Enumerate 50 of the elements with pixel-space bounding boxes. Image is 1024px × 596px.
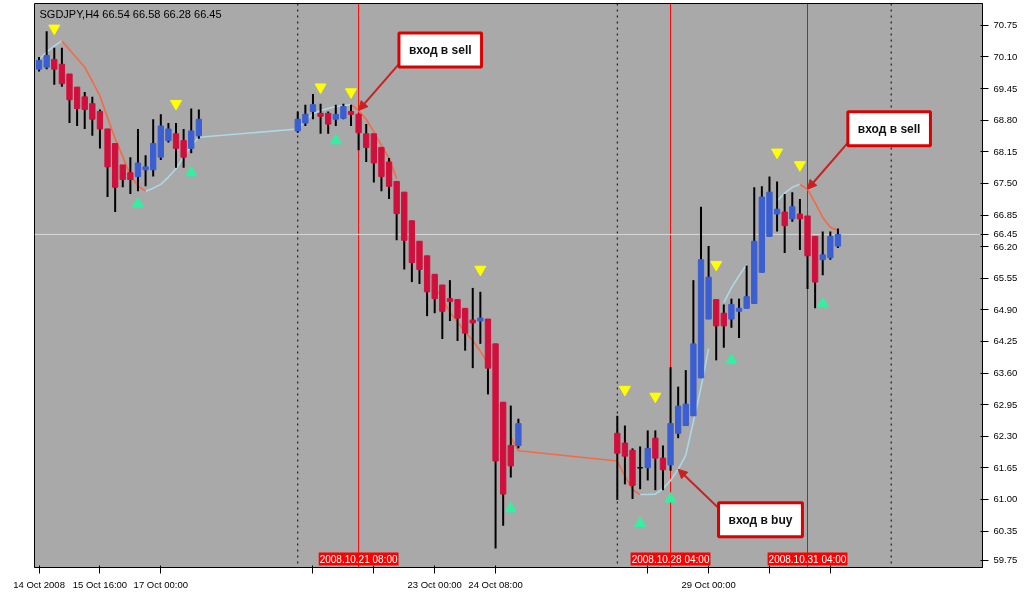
ref-line-label: 2008.10.21 08:00 — [319, 553, 398, 565]
y-tick-label: 68.80 — [993, 114, 1018, 126]
candlestick — [515, 417, 522, 450]
x-tick-label: 14 Oct 2008 — [13, 578, 65, 590]
point — [345, 88, 358, 99]
y-tick-label: 62.30 — [993, 430, 1018, 442]
point — [504, 501, 517, 513]
y-tick-label: 64.25 — [993, 335, 1018, 347]
x-tick-label: 24 Oct 08:00 — [468, 578, 523, 590]
y-tick-label: 63.60 — [993, 367, 1018, 379]
x-tick-label: 15 Oct 16:00 — [72, 578, 128, 590]
ref-line-label: 66.45 — [993, 228, 1018, 240]
x-tick-label: 17 Oct 00:00 — [133, 578, 189, 590]
y-tick-label: 60.35 — [993, 525, 1018, 537]
candlestick — [789, 191, 796, 223]
y-tick-label: 70.10 — [993, 50, 1018, 62]
ref-line-label: 2008.10.28 04:00 — [631, 553, 710, 565]
y-tick-label: 68.15 — [993, 145, 1018, 157]
annotation: вход в sell — [408, 43, 472, 58]
point — [725, 353, 738, 365]
candlestick — [781, 193, 788, 254]
annotation: вход в buy — [728, 512, 793, 527]
candlestick — [477, 290, 484, 345]
x-tick-label: 23 Oct 00:00 — [407, 578, 462, 590]
annotation: вход в sell — [857, 121, 921, 136]
candlestick — [309, 92, 317, 121]
chart-title: SGDJPY,H4 66.54 66.58 66.28 66.45 — [39, 7, 222, 20]
point — [314, 83, 327, 94]
point — [664, 492, 677, 503]
y-tick-label: 64.90 — [993, 303, 1018, 315]
point — [793, 161, 806, 172]
y-tick-label: 69.45 — [993, 82, 1018, 94]
y-tick-label: 70.75 — [993, 19, 1018, 31]
point — [816, 296, 829, 308]
ref-line-label: 2008.10.31 04:00 — [768, 553, 847, 565]
y-tick-label: 59.75 — [993, 554, 1018, 566]
point — [710, 260, 723, 272]
y-tick-label: 65.55 — [993, 272, 1018, 284]
point — [48, 24, 61, 36]
y-tick-label: 67.50 — [993, 177, 1018, 189]
point — [634, 516, 647, 527]
x-tick-label: 29 Oct 00:00 — [681, 578, 736, 590]
y-tick-label: 66.20 — [993, 240, 1018, 252]
y-tick-label: 66.85 — [993, 209, 1018, 220]
y-tick-label: 62.95 — [993, 398, 1018, 410]
y-tick-label: 61.00 — [993, 493, 1018, 505]
point — [771, 148, 784, 160]
point — [170, 99, 183, 111]
point — [474, 265, 487, 277]
y-tick-label: 61.65 — [993, 461, 1018, 473]
